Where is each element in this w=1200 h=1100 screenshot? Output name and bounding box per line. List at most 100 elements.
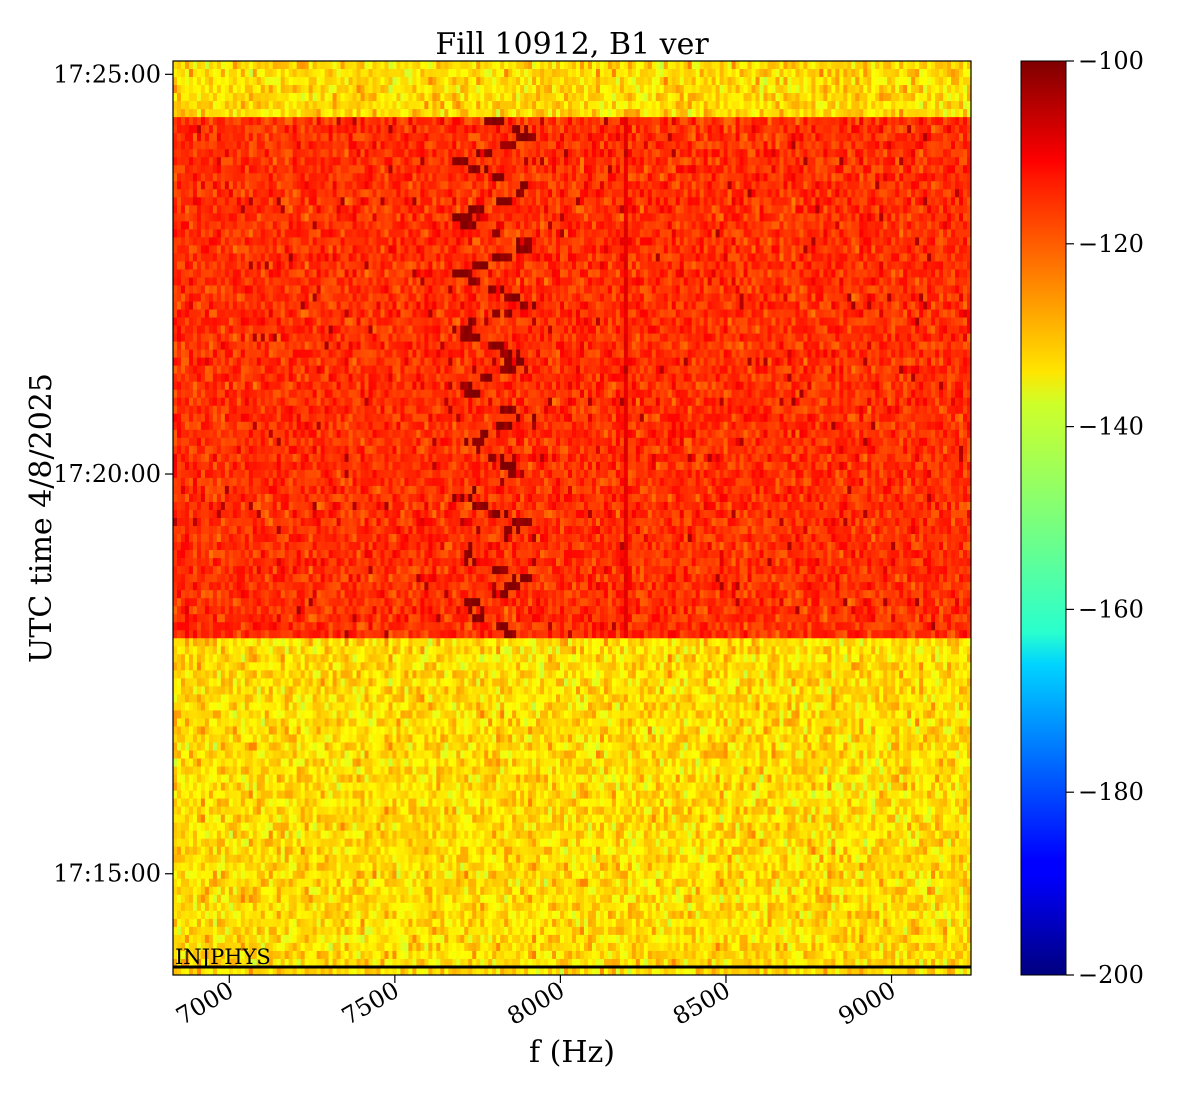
heatmap-cell (576, 213, 580, 221)
heatmap-cell (827, 253, 831, 261)
heatmap-cell (345, 245, 349, 253)
heatmap-cell (943, 253, 947, 261)
heatmap-cell (879, 149, 883, 157)
heatmap-cell (660, 173, 664, 181)
heatmap-cell (748, 117, 752, 125)
heatmap-cell (712, 229, 716, 237)
heatmap-cell (931, 85, 935, 93)
heatmap-cell (488, 77, 492, 85)
heatmap-cell (221, 197, 225, 205)
heatmap-cell (361, 229, 365, 237)
heatmap-cell (648, 181, 652, 189)
heatmap-cell (700, 205, 704, 213)
heatmap-cell (704, 101, 708, 109)
heatmap-cell (376, 189, 380, 197)
heatmap-cell (313, 101, 317, 109)
heatmap-cell (349, 61, 353, 69)
heatmap-cell (919, 141, 923, 149)
heatmap-cell (600, 77, 604, 85)
heatmap-cell (608, 93, 612, 101)
heatmap-cell (819, 197, 823, 205)
heatmap-cell (285, 197, 289, 205)
heatmap-cell (476, 141, 480, 149)
heatmap-cell (823, 149, 827, 157)
heatmap-cell (376, 197, 380, 205)
heatmap-cell (923, 189, 927, 197)
heatmap-cell (253, 125, 257, 133)
heatmap-cell (875, 141, 879, 149)
heatmap-cell (237, 197, 241, 205)
heatmap-cell (740, 221, 744, 229)
heatmap-cell (807, 221, 811, 229)
heatmap-cell (652, 85, 656, 93)
heatmap-cell (353, 149, 357, 157)
heatmap-cell (392, 245, 396, 253)
heatmap-cell (807, 109, 811, 117)
heatmap-cell (799, 253, 803, 261)
heatmap-cell (436, 77, 440, 85)
heatmap-cell (564, 85, 568, 93)
heatmap-cell (947, 229, 951, 237)
heatmap-cell (728, 77, 732, 85)
heatmap-cell (257, 173, 261, 181)
heatmap-cell (400, 149, 404, 157)
heatmap-cell (556, 165, 560, 173)
heatmap-cell (600, 61, 604, 69)
heatmap-cell (875, 149, 879, 157)
heatmap-cell (341, 117, 345, 125)
heatmap-cell (480, 77, 484, 85)
heatmap-cell (436, 117, 440, 125)
heatmap-cell (823, 133, 827, 141)
heatmap-cell (560, 213, 564, 221)
heatmap-cell (277, 77, 281, 85)
heatmap-cell (676, 77, 680, 85)
heatmap-cell (732, 237, 736, 245)
heatmap-cell (213, 189, 217, 197)
heatmap-cell (616, 133, 620, 141)
heatmap-cell (412, 213, 416, 221)
heatmap-cell (823, 109, 827, 117)
heatmap-cell (700, 173, 704, 181)
heatmap-cell (744, 197, 748, 205)
heatmap-cell (396, 85, 400, 93)
heatmap-cell (911, 173, 915, 181)
heatmap-cell (229, 125, 233, 133)
heatmap-cell (233, 141, 237, 149)
heatmap-cell (632, 181, 636, 189)
heatmap-cell (265, 117, 269, 125)
heatmap-cell (811, 229, 815, 237)
heatmap-cell (416, 77, 420, 85)
heatmap-cell (229, 149, 233, 157)
heatmap-cell (524, 61, 528, 69)
heatmap-cell (365, 253, 369, 261)
heatmap-cell (839, 93, 843, 101)
heatmap-cell (357, 205, 361, 213)
heatmap-cell (333, 117, 337, 125)
heatmap-cell (831, 69, 835, 77)
heatmap-cell (616, 157, 620, 165)
heatmap-cell (676, 229, 680, 237)
heatmap-cell (795, 61, 799, 69)
heatmap-cell (373, 85, 377, 93)
heatmap-cell (783, 69, 787, 77)
heatmap-cell (337, 149, 341, 157)
heatmap-cell (464, 221, 468, 229)
heatmap-cell (472, 181, 476, 189)
heatmap-cell (660, 245, 664, 253)
heatmap-cell (249, 133, 253, 141)
heatmap-cell (943, 93, 947, 101)
heatmap-cell (959, 189, 963, 197)
heatmap-cell (899, 149, 903, 157)
heatmap-cell (959, 141, 963, 149)
heatmap-cell (676, 157, 680, 165)
heatmap-cell (329, 157, 333, 165)
heatmap-cell (309, 77, 313, 85)
heatmap-cell (357, 149, 361, 157)
heatmap-cell (209, 69, 213, 77)
heatmap-cell (353, 173, 357, 181)
heatmap-cell (911, 149, 915, 157)
heatmap-cell (540, 237, 544, 245)
heatmap-cell (353, 141, 357, 149)
heatmap-cell (253, 109, 257, 117)
heatmap-cell (392, 133, 396, 141)
